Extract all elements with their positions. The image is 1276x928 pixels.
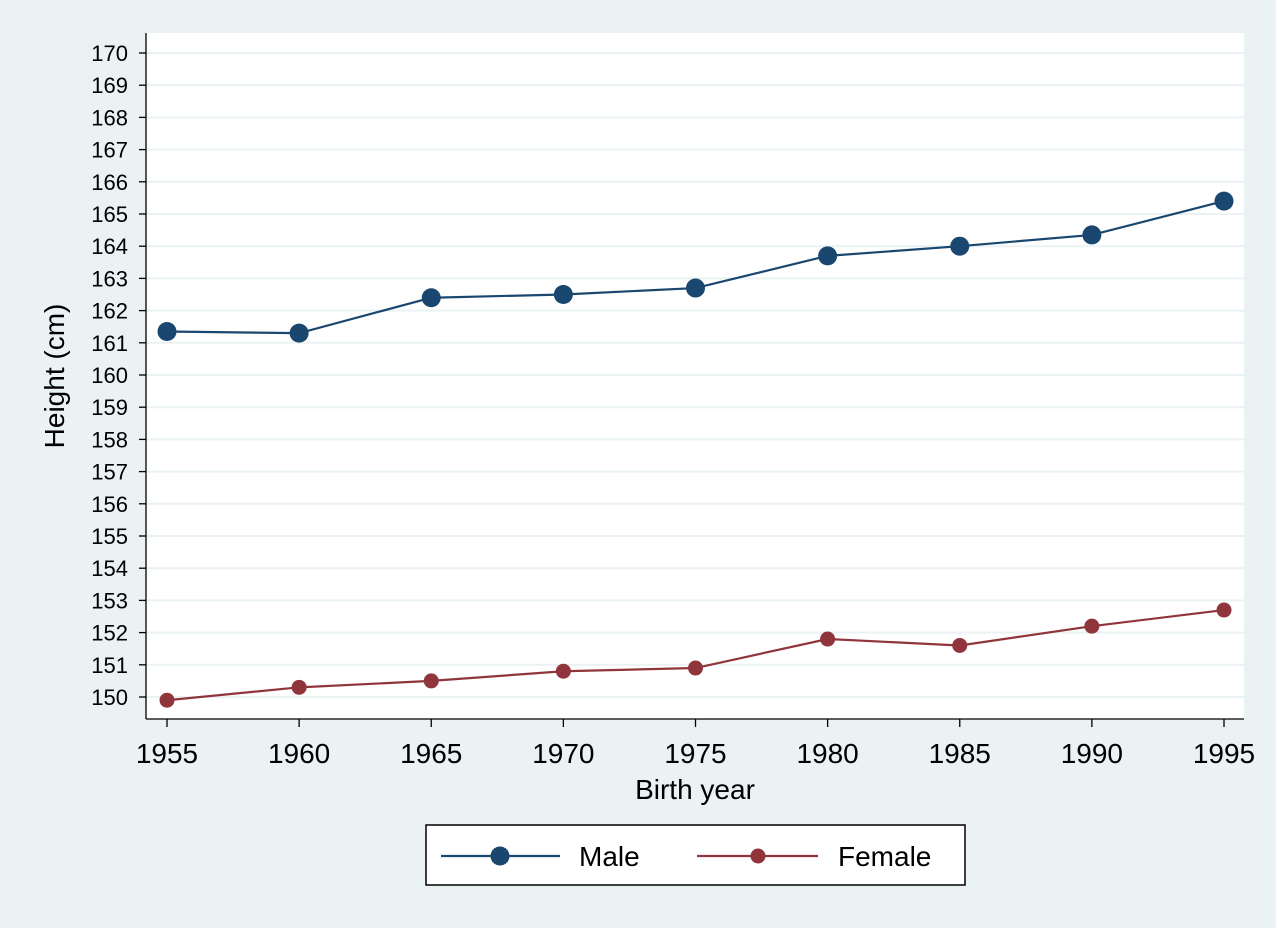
y-tick-label: 153: [91, 588, 128, 613]
y-tick-label: 165: [91, 202, 128, 227]
y-axis-title: Height (cm): [39, 304, 70, 449]
y-tick-label: 154: [91, 556, 128, 581]
x-tick-label: 1995: [1193, 738, 1255, 769]
y-tick-label: 152: [91, 621, 128, 646]
grid-lines: [146, 52, 1244, 698]
data-point-male: [1214, 191, 1234, 211]
legend-marker-female: [750, 848, 766, 864]
x-tick-label: 1980: [796, 738, 858, 769]
data-point-female: [291, 679, 307, 695]
data-point-male: [421, 288, 441, 308]
data-point-female: [555, 663, 571, 679]
y-tick-label: 164: [91, 234, 128, 259]
data-point-male: [289, 323, 309, 343]
y-tick-label: 159: [91, 395, 128, 420]
data-point-female: [423, 673, 439, 689]
data-point-male: [1082, 225, 1102, 245]
y-tick-label: 168: [91, 105, 128, 130]
data-point-female: [952, 637, 968, 653]
y-tick-label: 170: [91, 41, 128, 66]
x-tick-label: 1965: [400, 738, 462, 769]
y-tick-label: 155: [91, 524, 128, 549]
y-tick-label: 156: [91, 492, 128, 517]
legend-items: Male Female: [441, 841, 931, 872]
axes: 150 151 152 153 154 155 156 157 158 159 160 161 162 1…: [91, 33, 1255, 769]
legend: Male Female: [425, 824, 966, 886]
x-tick-label: 1985: [929, 738, 991, 769]
y-tick-label: 158: [91, 427, 128, 452]
data-point-female: [159, 692, 175, 708]
data-point-male: [818, 246, 838, 266]
x-tick-label: 1970: [532, 738, 594, 769]
data-point-female: [1084, 618, 1100, 634]
data-point-male: [686, 278, 705, 298]
x-tick-label: 1960: [268, 738, 330, 769]
data-point-male: [950, 236, 970, 256]
data-point-male: [553, 285, 573, 304]
y-tick-label: 162: [91, 299, 128, 324]
legend-label-female: Female: [838, 841, 931, 872]
y-tick-label: 151: [91, 653, 128, 678]
legend-label-male: Male: [579, 841, 640, 872]
y-tick-label: 150: [91, 685, 128, 710]
x-axis-title: Birth year: [635, 774, 755, 805]
data-point-male: [157, 322, 177, 342]
data-point-female: [820, 631, 836, 647]
y-tick-label: 166: [91, 170, 128, 195]
series: [157, 191, 1234, 708]
y-tick-label: 169: [91, 73, 128, 98]
x-tick-label: 1990: [1061, 738, 1123, 769]
x-tick-label: 1975: [664, 738, 726, 769]
legend-marker-male: [490, 846, 510, 866]
y-tick-label: 157: [91, 460, 128, 485]
data-point-female: [1216, 602, 1232, 618]
y-tick-label: 167: [91, 138, 128, 163]
y-tick-label: 161: [91, 331, 128, 356]
data-point-female: [688, 660, 703, 676]
x-tick-label: 1955: [136, 738, 198, 769]
y-tick-label: 160: [91, 363, 128, 388]
y-tick-label: 163: [91, 266, 128, 291]
